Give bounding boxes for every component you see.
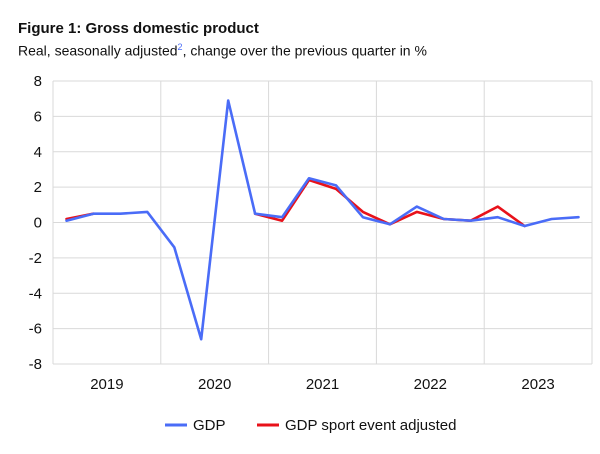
x-tick-label: 2022 <box>414 376 447 393</box>
y-tick-label: 2 <box>34 179 42 196</box>
y-tick-label: -4 <box>29 285 42 302</box>
y-tick-label: 4 <box>34 144 42 161</box>
y-tick-label: -2 <box>29 250 42 267</box>
y-tick-label: 6 <box>34 108 42 125</box>
y-tick-label: 8 <box>34 73 42 90</box>
y-tick-label: 0 <box>34 215 42 232</box>
series-line-gdp <box>65 99 580 341</box>
subtitle-prefix: Real, seasonally adjusted <box>18 42 178 59</box>
x-tick-label: 2020 <box>198 376 231 393</box>
axis-layer: -8 -6 -4 -2 0 2 4 6 8 2019 2020 2021 2022 2023 <box>29 73 555 393</box>
y-tick-label: -6 <box>29 321 42 338</box>
x-tick-label: 2019 <box>90 376 123 393</box>
x-tick-label: 2021 <box>306 376 339 393</box>
chart-subtitle: Real, seasonally adjusted2, change over … <box>18 42 427 59</box>
y-tick-label: -8 <box>29 356 42 373</box>
subtitle-suffix: , change over the previous quarter in % <box>182 42 427 59</box>
legend: GDP GDP sport event adjusted <box>165 417 457 434</box>
footnote-marker: 2 <box>177 42 183 52</box>
series-layer <box>65 99 580 341</box>
chart-title: Figure 1: Gross domestic product <box>18 20 259 37</box>
grid-layer <box>52 80 593 365</box>
legend-item-gdp-label: GDP <box>193 417 226 434</box>
x-tick-label: 2023 <box>521 376 554 393</box>
legend-item-gdp-sport-adjusted-label: GDP sport event adjusted <box>285 417 457 434</box>
